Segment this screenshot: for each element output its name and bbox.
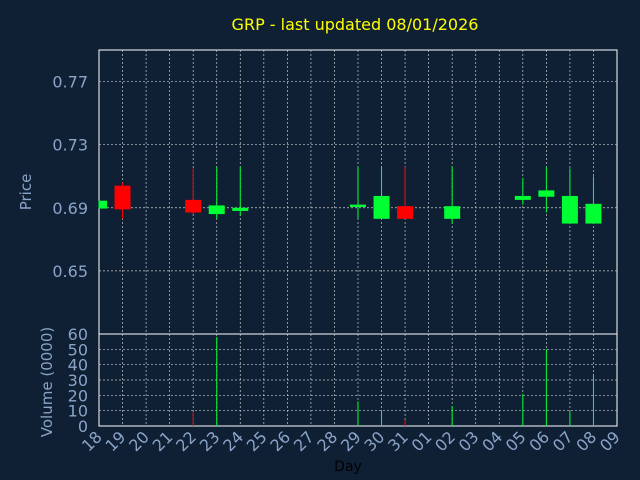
candle-body-up	[232, 207, 249, 211]
price-axis-label: Price	[17, 174, 35, 211]
volume-y-tick-label: 10	[68, 402, 88, 421]
volume-axis-label: Volume (0000)	[38, 327, 56, 437]
candle-body-up	[585, 203, 602, 224]
candle-body-down	[185, 199, 202, 213]
price-y-tick-label: 0.65	[52, 262, 88, 281]
volume-y-tick-label: 50	[68, 340, 88, 359]
candle-body-up	[444, 206, 461, 219]
candle-body-up	[99, 200, 107, 209]
candle-body-up	[561, 195, 578, 224]
candle-body-up	[208, 205, 225, 215]
price-y-tick-label: 0.73	[52, 136, 88, 155]
candle-body-down	[114, 185, 131, 210]
volume-y-tick-label: 0	[78, 417, 88, 436]
price-y-tick-label: 0.77	[52, 73, 88, 92]
price-y-tick-label: 0.69	[52, 199, 88, 218]
volume-y-tick-label: 60	[68, 325, 88, 344]
x-axis-label: Day	[334, 459, 362, 475]
candle-body-down	[397, 206, 414, 219]
candles	[98, 165, 602, 224]
volume-y-tick-label: 20	[68, 386, 88, 405]
candle-body-up	[350, 204, 366, 207]
volume-y-tick-label: 40	[68, 356, 88, 375]
volume-y-tick-label: 30	[68, 371, 88, 390]
price-panel: 0.65 0.69 0.73 0.77 Price	[17, 49, 618, 335]
candle-body-up	[373, 195, 390, 219]
x-tick-label: 09	[596, 427, 624, 455]
candle-body-up	[538, 190, 555, 197]
candle-body-up	[514, 195, 531, 200]
price-y-tick-labels: 0.65 0.69 0.73 0.77	[52, 73, 88, 281]
volume-bars	[192, 337, 594, 426]
x-tick-labels: 1819202122232425262728293031010203040506…	[78, 427, 624, 455]
chart-title: GRP - last updated 08/01/2026	[232, 15, 479, 34]
